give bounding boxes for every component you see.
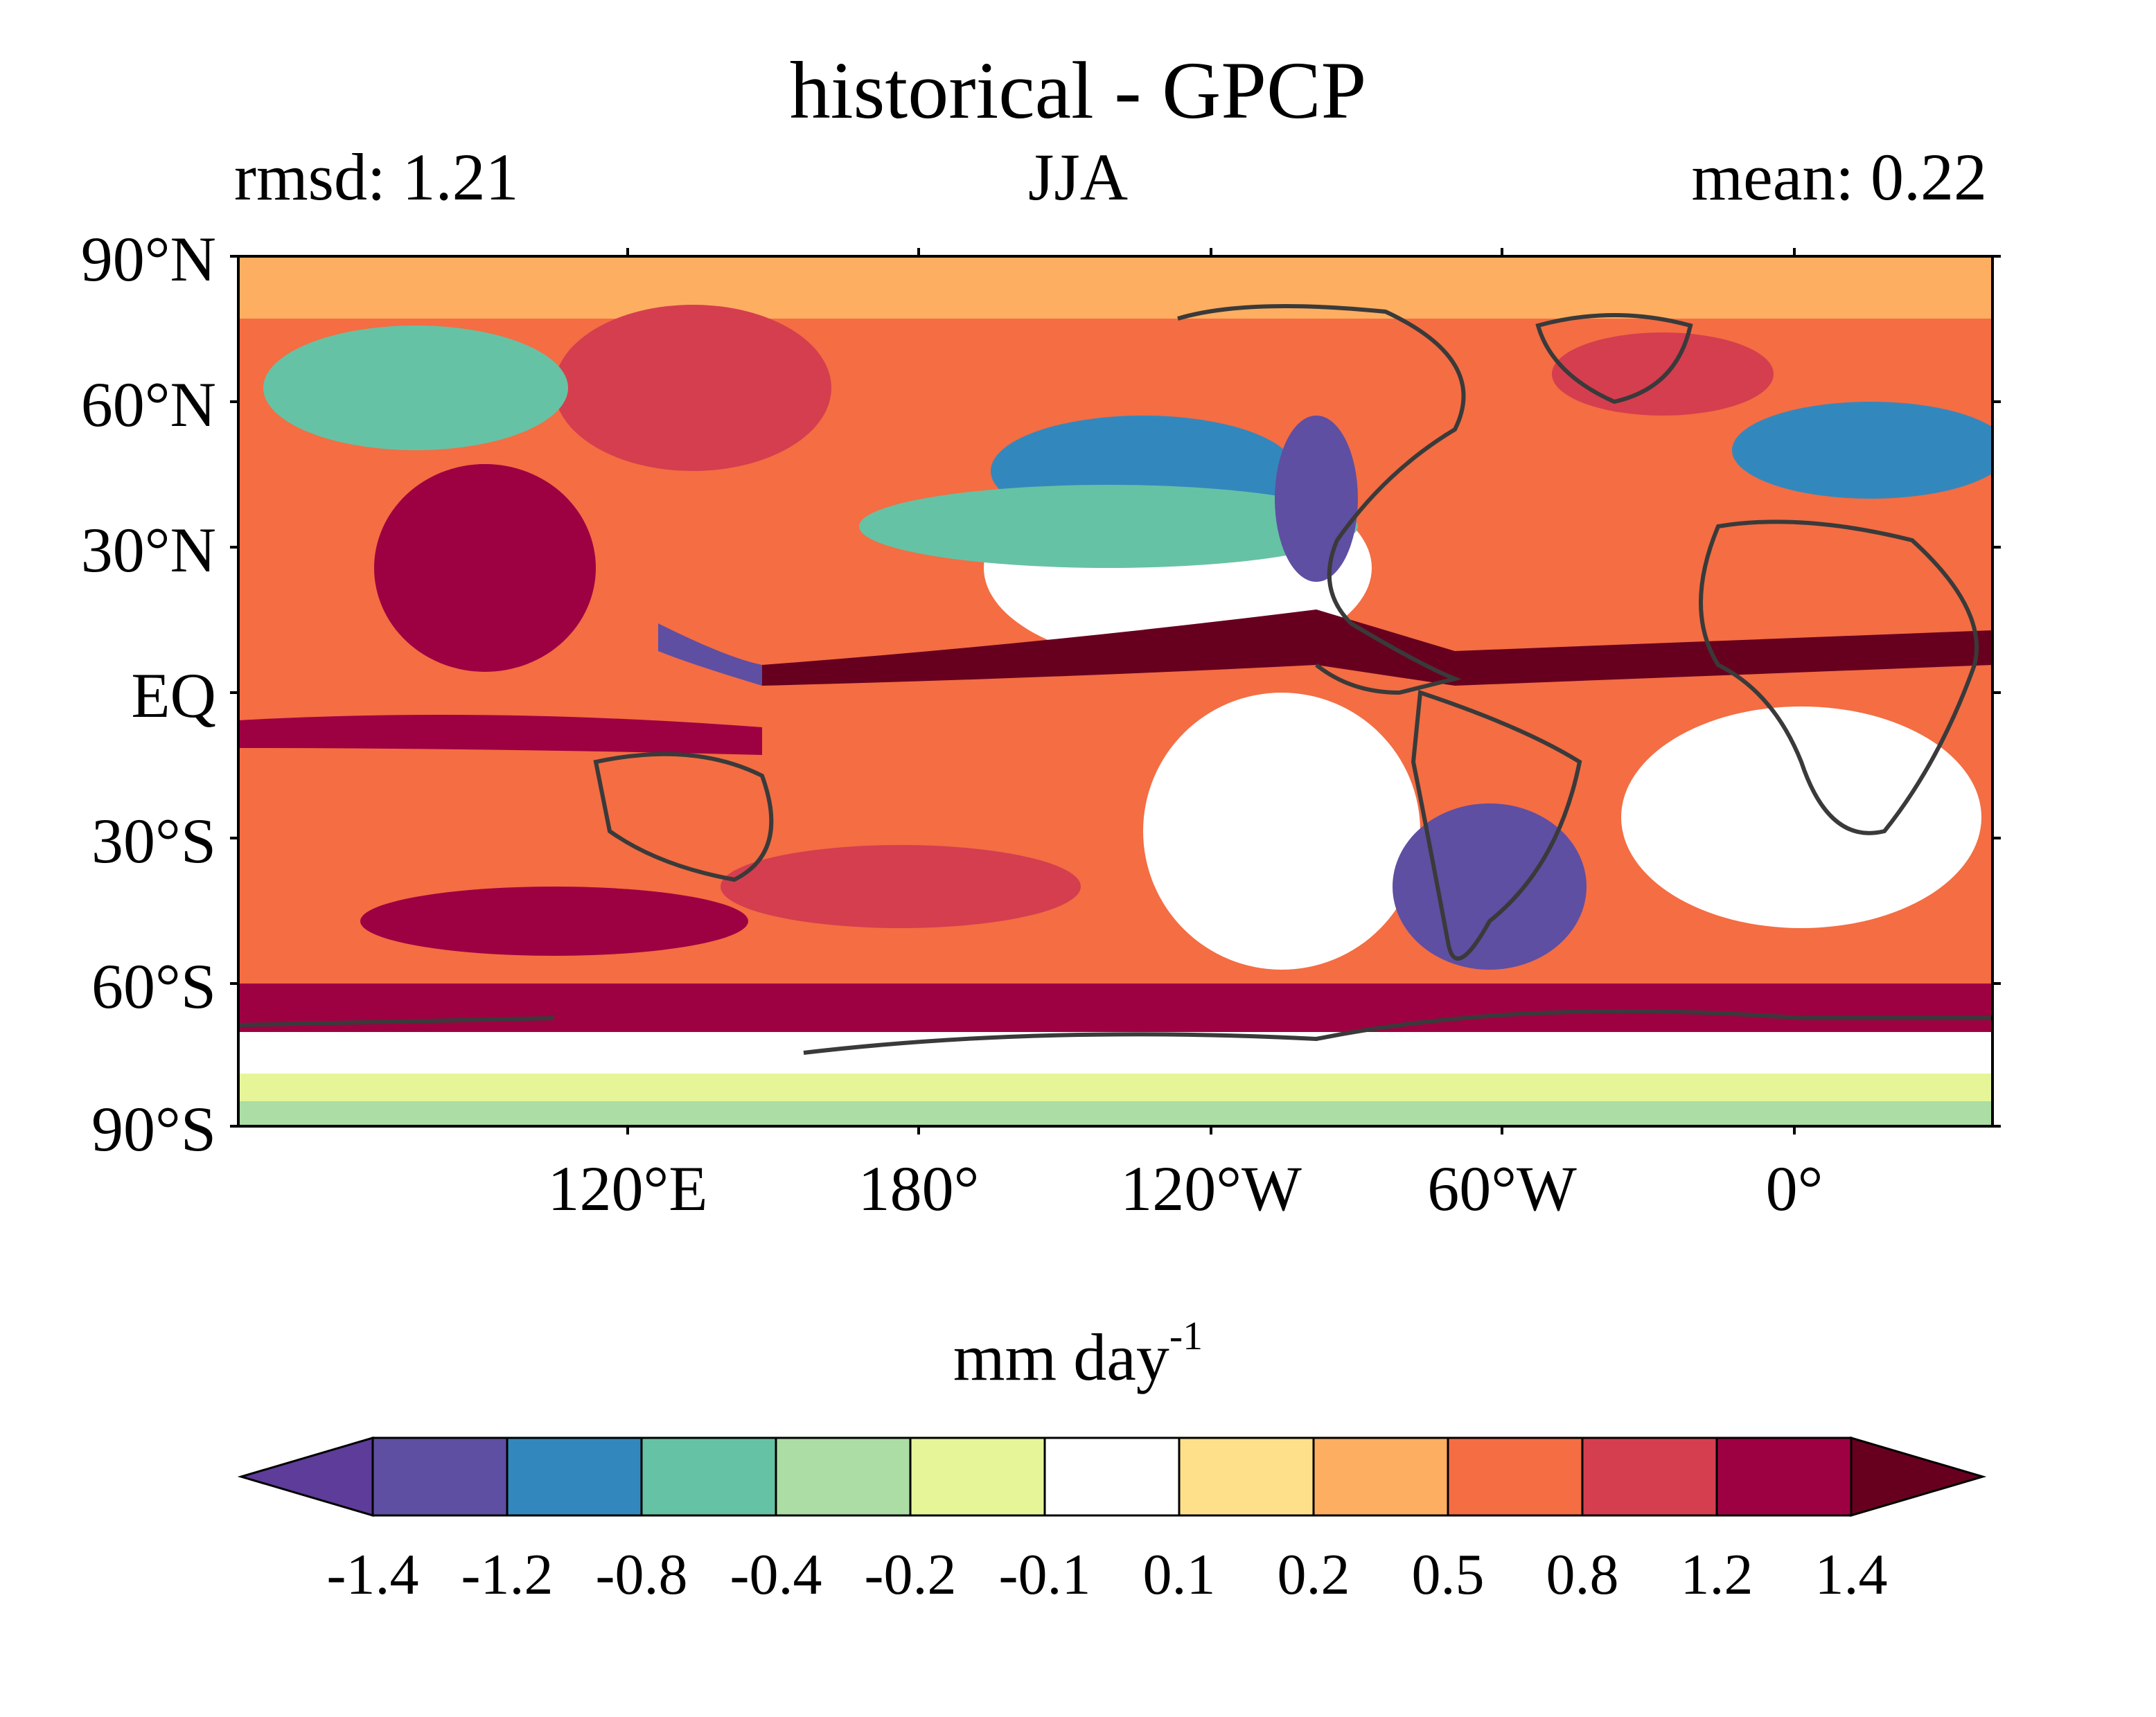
lon-ticks xyxy=(626,248,1796,1135)
lat-label-90s: 90°S xyxy=(91,1094,216,1164)
lat-label-30s: 30°S xyxy=(91,806,216,876)
units-text: mm day xyxy=(953,1320,1169,1394)
colorbar-box xyxy=(1715,1436,1853,1517)
colorbar-extend-low xyxy=(237,1436,374,1518)
colorbar-box xyxy=(775,1436,912,1517)
colorbar-tick-label: -0.8 xyxy=(595,1542,688,1607)
coastlines xyxy=(238,304,1992,1055)
colorbar-units: mm day-1 xyxy=(0,1316,2156,1391)
colorbar-box xyxy=(909,1436,1046,1517)
lat-label-eq: EQ xyxy=(131,660,216,731)
colorbar-tick-label: 0.2 xyxy=(1277,1542,1350,1607)
colorbar xyxy=(237,1436,1987,1518)
map-title: historical - GPCP xyxy=(789,45,1367,136)
colorbar-box xyxy=(1043,1436,1181,1517)
season-label: JJA xyxy=(1027,140,1129,214)
lat-label-30n: 30°N xyxy=(80,515,216,585)
colorbar-tick-label: 0.5 xyxy=(1411,1542,1485,1607)
mean-label: mean: 0.22 xyxy=(1691,140,1987,214)
colorbar-extend-high xyxy=(1850,1436,1987,1518)
lon-label-120w: 120°W xyxy=(1120,1153,1302,1224)
lon-label-60w: 60°W xyxy=(1427,1153,1577,1224)
lat-ticks xyxy=(230,255,2001,1128)
lat-label-60n: 60°N xyxy=(80,369,216,440)
colorbar-box xyxy=(506,1436,643,1517)
units-exponent: -1 xyxy=(1169,1313,1203,1358)
colorbar-box xyxy=(1581,1436,1718,1517)
lon-label-120e: 120°E xyxy=(547,1153,708,1224)
rmsd-label: rmsd: 1.21 xyxy=(234,140,519,214)
colorbar-box xyxy=(1178,1436,1315,1517)
anomaly-field xyxy=(238,256,1992,1126)
colorbar-tick-label: -0.4 xyxy=(730,1542,822,1607)
colorbar-tick-label: 1.4 xyxy=(1814,1542,1888,1607)
colorbar-box xyxy=(1312,1436,1449,1517)
colorbar-box xyxy=(640,1436,777,1517)
colorbar-tick-label: -0.1 xyxy=(998,1542,1091,1607)
lon-label-180: 180° xyxy=(858,1153,980,1224)
colorbar-tick-label: 0.8 xyxy=(1546,1542,1619,1607)
colorbar-tick-label: -0.2 xyxy=(864,1542,957,1607)
colorbar-box xyxy=(371,1436,509,1517)
colorbar-tick-label: -1.4 xyxy=(326,1542,419,1607)
colorbar-tick-label: 1.2 xyxy=(1680,1542,1753,1607)
lat-label-90n: 90°N xyxy=(80,224,216,294)
colorbar-tick-label: -1.2 xyxy=(461,1542,554,1607)
lat-label-60s: 60°S xyxy=(91,951,216,1022)
colorbar-box xyxy=(1447,1436,1584,1517)
lon-label-0: 0° xyxy=(1765,1153,1823,1224)
colorbar-tick-label: 0.1 xyxy=(1142,1542,1216,1607)
